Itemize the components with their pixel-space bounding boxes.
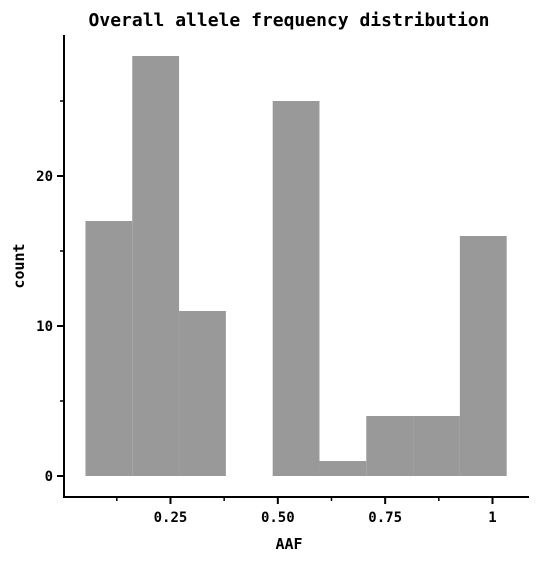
- histogram-bar-5: [319, 461, 367, 476]
- histogram-bar-0: [85, 221, 133, 476]
- y-tick-label-2: 20: [36, 169, 53, 185]
- chart-title: Overall allele frequency distribution: [89, 10, 490, 31]
- bars-group: [85, 56, 507, 476]
- histogram-bar-1: [132, 56, 180, 476]
- x-tick-label-2: 0.75: [368, 510, 402, 526]
- y-axis-title: count: [10, 243, 28, 288]
- axes-group: [63, 35, 529, 498]
- histogram-bar-4: [272, 101, 320, 476]
- x-axis-title: AAF: [275, 535, 302, 553]
- histogram-bar-8: [459, 236, 507, 476]
- y-tick-label-0: 0: [45, 469, 53, 485]
- x-tick-label-3: 1: [488, 510, 496, 526]
- x-tick-label-1: 0.50: [261, 510, 295, 526]
- histogram-bar-6: [366, 416, 414, 476]
- histogram-bar-7: [413, 416, 460, 476]
- y-tick-label-1: 10: [36, 319, 53, 335]
- histogram-bar-2: [179, 311, 226, 476]
- x-tick-label-0: 0.25: [154, 510, 188, 526]
